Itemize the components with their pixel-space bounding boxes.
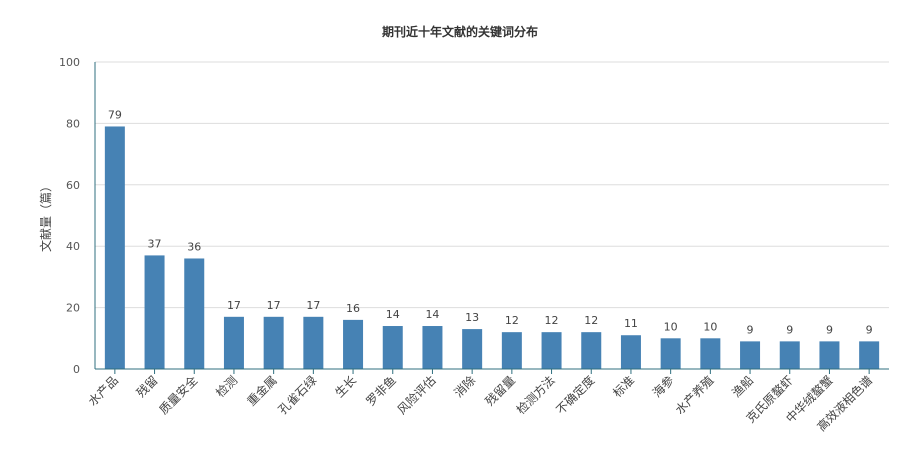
data-label: 13 [465, 311, 479, 324]
y-tick-label: 40 [66, 240, 80, 253]
data-label: 12 [584, 314, 598, 327]
bar [660, 338, 681, 369]
bar [343, 319, 364, 369]
x-tick-label: 生长 [332, 373, 359, 400]
data-label: 10 [664, 320, 678, 333]
bar [779, 341, 800, 369]
bar [422, 326, 443, 369]
bar-series [104, 126, 880, 369]
data-label: 16 [346, 302, 360, 315]
data-label: 36 [187, 240, 201, 253]
y-tick-label: 0 [73, 363, 80, 376]
y-tick-label: 20 [66, 302, 80, 315]
bar [303, 316, 324, 369]
y-tick-label: 100 [59, 56, 80, 69]
data-label: 9 [826, 323, 833, 336]
bar [541, 332, 562, 369]
y-axis-ticks: 0 20 40 60 80 100 [59, 56, 80, 376]
data-label: 17 [227, 299, 241, 312]
data-label: 11 [624, 317, 638, 330]
x-tick-label: 不确定度 [553, 373, 598, 418]
data-label: 14 [386, 308, 400, 321]
data-label: 17 [267, 299, 281, 312]
x-tick-label: 罗非鱼 [364, 373, 399, 408]
x-tick-label: 检测方法 [513, 373, 558, 418]
y-tick-label: 80 [66, 117, 80, 130]
data-label: 14 [425, 308, 439, 321]
bar [700, 338, 721, 369]
data-label: 9 [866, 323, 873, 336]
bar [740, 341, 761, 369]
data-label: 9 [747, 323, 754, 336]
x-tick-label: 孔雀石绿 [275, 373, 320, 418]
bar [184, 258, 205, 369]
bar [462, 329, 483, 369]
x-tick-label: 质量安全 [156, 373, 201, 418]
x-tick-label: 水产品 [86, 373, 121, 408]
bar [620, 335, 641, 369]
bar [819, 341, 840, 369]
data-label: 12 [545, 314, 559, 327]
x-tick-label: 水产养殖 [672, 373, 717, 418]
axes [94, 62, 889, 370]
bar [223, 316, 244, 369]
y-axis-label: 文献量（篇） [38, 180, 53, 252]
y-tick-label: 60 [66, 179, 80, 192]
x-tick-label: 渔船 [729, 373, 756, 400]
x-tick-label: 标准 [610, 373, 637, 400]
x-tick-label: 残留量 [483, 373, 518, 408]
data-label: 79 [108, 108, 122, 121]
data-label: 17 [306, 299, 320, 312]
bar [382, 326, 403, 369]
bar [859, 341, 880, 369]
bar [581, 332, 602, 369]
x-tick-label: 风险评估 [394, 373, 439, 418]
x-tick-label: 检测 [212, 373, 240, 401]
chart-title: 期刊近十年文献的关键词分布 [382, 24, 538, 39]
bar [501, 332, 522, 369]
data-label: 9 [786, 323, 793, 336]
x-tick-label: 残留 [134, 373, 161, 400]
data-label: 12 [505, 314, 519, 327]
bar [144, 255, 165, 369]
x-tick-label: 海参 [649, 373, 677, 401]
bar [104, 126, 125, 369]
x-tick-label: 消除 [451, 373, 479, 401]
data-label: 10 [703, 320, 717, 333]
data-labels: 79 37 36 17 17 17 16 14 14 13 12 12 12 11 10 10 9 9 9 9 [108, 108, 873, 336]
x-tick-label: 重金属 [244, 373, 280, 409]
grid-lines [95, 61, 889, 309]
bar [263, 316, 284, 369]
data-label: 37 [148, 237, 162, 250]
